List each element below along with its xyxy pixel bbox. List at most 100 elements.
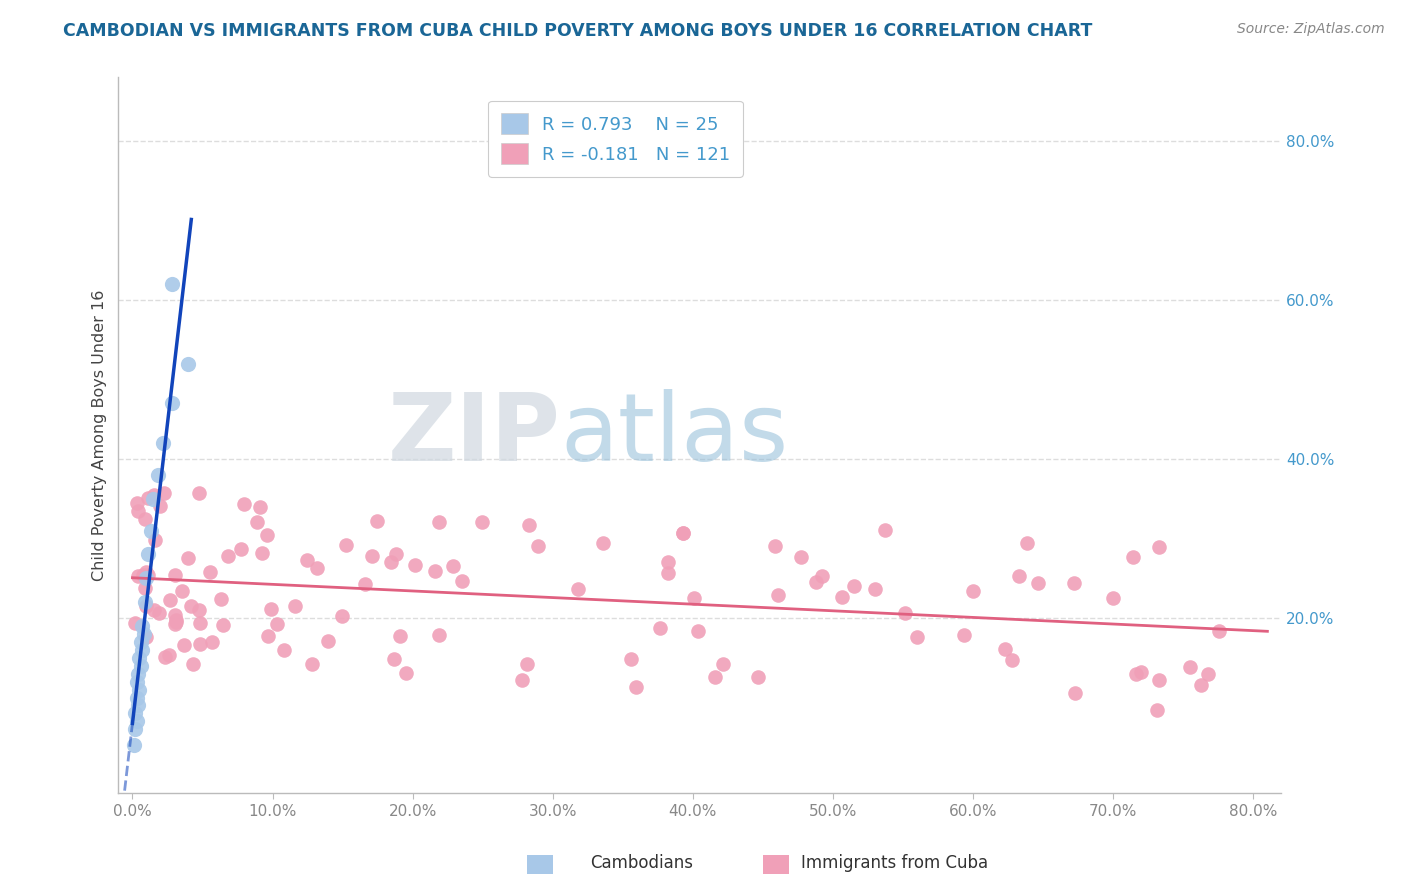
Point: [127, 504, 149, 518]
Point: [953, 628, 976, 642]
Point: [1130, 665, 1153, 679]
Point: [135, 571, 157, 585]
Point: [188, 602, 211, 616]
Point: [295, 553, 318, 567]
Point: [122, 738, 145, 752]
Point: [142, 487, 165, 501]
Point: [160, 277, 183, 292]
Point: [1147, 541, 1170, 555]
Point: [250, 546, 273, 560]
Point: [366, 514, 388, 528]
Point: [831, 590, 853, 604]
Point: [1063, 576, 1085, 591]
Point: [354, 577, 377, 591]
Point: [672, 525, 695, 540]
Point: [157, 648, 180, 662]
Point: [1197, 667, 1219, 681]
Point: [177, 551, 200, 566]
Point: [527, 539, 550, 553]
Point: [135, 630, 157, 644]
Point: [246, 515, 269, 529]
Point: [152, 436, 174, 450]
Point: [657, 555, 679, 569]
Point: [863, 582, 886, 597]
Point: [517, 517, 540, 532]
Point: [177, 357, 200, 371]
Point: [260, 602, 283, 616]
Point: [125, 714, 148, 729]
Point: [125, 674, 148, 689]
Point: [273, 642, 295, 657]
Point: [181, 657, 204, 671]
Text: Source: ZipAtlas.com: Source: ZipAtlas.com: [1237, 22, 1385, 37]
Point: [136, 548, 159, 562]
Point: [128, 650, 150, 665]
Point: [136, 567, 159, 582]
Point: [142, 491, 165, 506]
Point: [139, 524, 162, 538]
Point: [380, 555, 402, 569]
Point: [1180, 659, 1202, 673]
Point: [128, 682, 150, 697]
Point: [316, 634, 339, 648]
Point: [765, 539, 787, 553]
Point: [905, 631, 928, 645]
Point: [844, 579, 866, 593]
Point: [159, 593, 181, 607]
Point: [256, 528, 278, 542]
Point: [1189, 678, 1212, 692]
Point: [682, 591, 704, 605]
Point: [1017, 536, 1039, 550]
Point: [165, 613, 187, 627]
Point: [962, 584, 984, 599]
Point: [307, 561, 329, 575]
Point: [994, 642, 1017, 657]
Point: [1101, 591, 1123, 605]
Point: [124, 723, 146, 737]
Point: [198, 565, 221, 579]
Point: [165, 567, 187, 582]
Point: [427, 628, 450, 642]
Point: [713, 657, 735, 671]
Point: [125, 496, 148, 510]
Point: [284, 599, 307, 613]
Point: [232, 497, 254, 511]
Point: [510, 673, 533, 687]
Point: [804, 574, 827, 589]
Point: [1008, 569, 1031, 583]
Point: [138, 491, 160, 505]
Point: [125, 690, 148, 705]
Point: [165, 615, 187, 629]
Point: [209, 591, 232, 606]
Point: [129, 658, 152, 673]
Point: [620, 652, 643, 666]
Point: [160, 396, 183, 410]
Point: [441, 558, 464, 573]
Point: [388, 629, 411, 643]
Point: [135, 599, 157, 613]
Point: [134, 581, 156, 595]
Point: [132, 568, 155, 582]
Point: [148, 607, 170, 621]
Point: [127, 698, 149, 713]
Point: [231, 541, 253, 556]
Point: [131, 619, 153, 633]
Point: [212, 617, 235, 632]
Point: [385, 547, 408, 561]
Point: [672, 525, 695, 540]
Point: [134, 595, 156, 609]
Point: [810, 569, 832, 583]
Point: [1208, 624, 1230, 638]
Point: [1149, 673, 1171, 687]
Point: [768, 588, 790, 602]
Point: [451, 574, 474, 589]
Point: [790, 549, 813, 564]
Point: [217, 549, 239, 563]
Point: [153, 650, 176, 665]
Point: [146, 467, 169, 482]
Point: [1146, 703, 1168, 717]
Point: [427, 515, 450, 529]
Point: [423, 564, 446, 578]
Point: [134, 512, 156, 526]
Point: [127, 666, 149, 681]
